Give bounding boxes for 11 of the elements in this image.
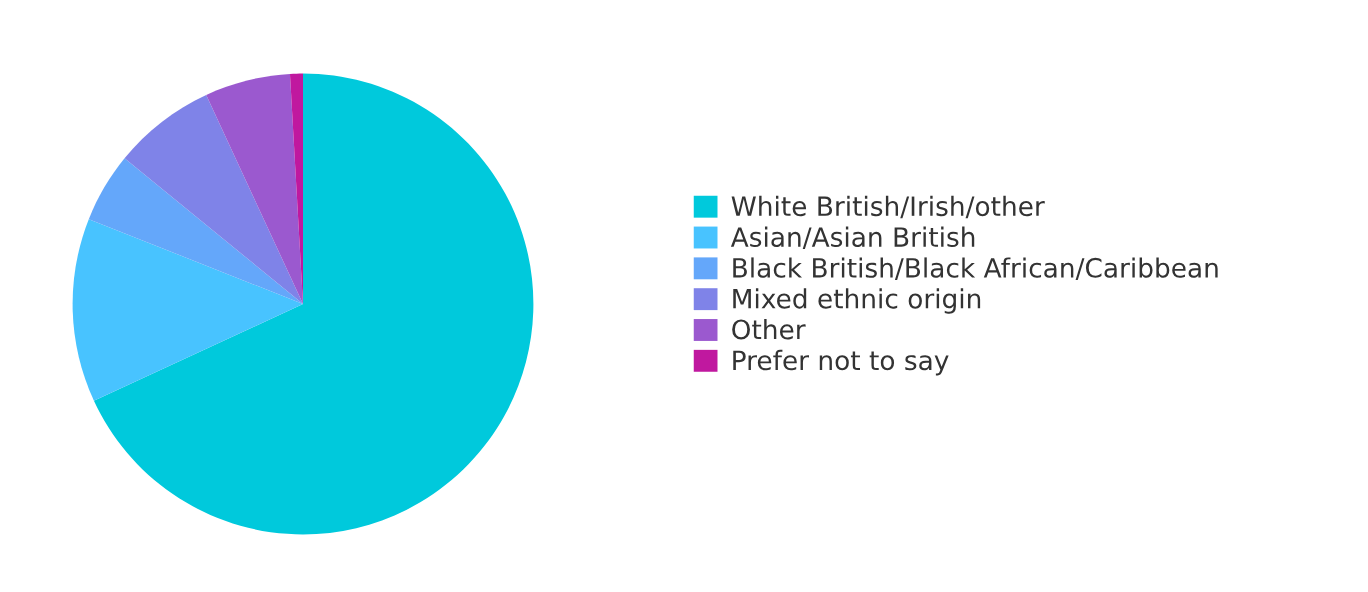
legend-label: Mixed ethnic origin xyxy=(733,288,981,314)
legend-label: White British/Irish/other xyxy=(731,195,1045,219)
legend-label: Black British/Black African/Caribbean xyxy=(733,257,1218,280)
pie-slice xyxy=(88,158,303,304)
legend-label: Other xyxy=(732,319,806,340)
legend-label: Asian/Asian British xyxy=(730,226,975,250)
pie-slice xyxy=(72,219,303,401)
pie-slice xyxy=(206,73,303,304)
pie-slice xyxy=(124,94,303,304)
pie-slice xyxy=(93,73,534,535)
legend-label: Prefer not to say xyxy=(733,349,949,376)
